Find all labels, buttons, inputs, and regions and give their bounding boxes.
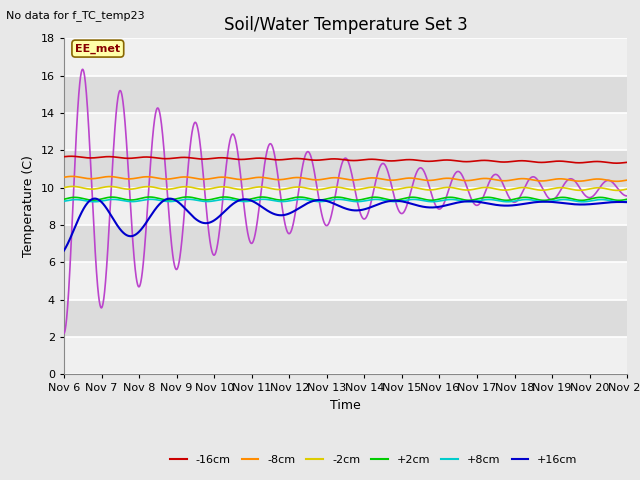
Text: EE_met: EE_met <box>76 44 120 54</box>
+16cm <box>623 199 631 205</box>
+16cm <box>301 202 308 208</box>
-16cm <box>552 158 559 164</box>
Bar <box>64 225 627 263</box>
Bar <box>64 76 627 113</box>
X-axis label: Time: Time <box>330 399 361 412</box>
+8cm <box>623 198 631 204</box>
-8cm <box>612 179 620 184</box>
-16cm <box>612 160 620 166</box>
-2cm <box>552 185 559 191</box>
+64cm <box>158 124 166 130</box>
Line: +16cm: +16cm <box>64 199 627 251</box>
+2cm <box>60 196 68 202</box>
-2cm <box>158 186 166 192</box>
-16cm <box>612 160 620 166</box>
-16cm <box>158 156 166 161</box>
+64cm <box>612 184 620 190</box>
-16cm <box>276 157 284 163</box>
+2cm <box>276 197 284 203</box>
-16cm <box>60 154 68 159</box>
+16cm <box>612 199 620 205</box>
+8cm <box>124 199 132 204</box>
Bar <box>64 113 627 150</box>
Line: -2cm: -2cm <box>64 186 627 191</box>
+64cm <box>60 330 68 336</box>
+16cm <box>276 212 284 218</box>
+2cm <box>552 195 559 201</box>
+8cm <box>222 196 230 202</box>
+2cm <box>612 197 620 203</box>
Line: -16cm: -16cm <box>64 156 627 163</box>
+64cm <box>125 169 132 175</box>
Legend: +64cm: +64cm <box>150 478 225 480</box>
Bar <box>64 337 627 374</box>
-2cm <box>613 188 621 193</box>
Bar <box>64 188 627 225</box>
-2cm <box>276 187 284 192</box>
+2cm <box>615 197 623 203</box>
Bar <box>64 263 627 300</box>
+2cm <box>158 196 166 202</box>
-8cm <box>301 175 308 181</box>
+64cm <box>301 155 308 160</box>
Line: +2cm: +2cm <box>64 197 627 200</box>
+8cm <box>301 197 308 203</box>
-2cm <box>612 188 620 193</box>
+16cm <box>91 196 99 202</box>
Title: Soil/Water Temperature Set 3: Soil/Water Temperature Set 3 <box>224 16 467 34</box>
+8cm <box>158 198 166 204</box>
+16cm <box>552 199 559 205</box>
-8cm <box>158 176 166 182</box>
-16cm <box>301 156 308 162</box>
+8cm <box>276 199 284 204</box>
-2cm <box>301 185 308 191</box>
+8cm <box>60 198 68 204</box>
-8cm <box>276 177 284 182</box>
-16cm <box>67 154 75 159</box>
-16cm <box>623 159 631 165</box>
-2cm <box>623 186 631 192</box>
-16cm <box>125 156 132 161</box>
+8cm <box>612 199 620 204</box>
Bar <box>64 150 627 188</box>
+64cm <box>552 195 559 201</box>
+64cm <box>79 66 86 72</box>
-8cm <box>125 176 132 182</box>
-8cm <box>552 176 559 182</box>
Text: No data for f_TC_temp23: No data for f_TC_temp23 <box>6 10 145 21</box>
+2cm <box>623 196 631 202</box>
+2cm <box>301 195 308 201</box>
-2cm <box>68 183 76 189</box>
-8cm <box>613 179 621 184</box>
Bar <box>64 300 627 337</box>
-2cm <box>60 185 68 191</box>
+2cm <box>183 194 191 200</box>
+16cm <box>158 199 166 205</box>
-8cm <box>60 174 68 180</box>
+8cm <box>552 198 559 204</box>
Line: +8cm: +8cm <box>64 199 627 202</box>
-8cm <box>68 173 76 179</box>
Line: +64cm: +64cm <box>64 69 627 333</box>
Bar <box>64 38 627 76</box>
+64cm <box>276 190 284 196</box>
+2cm <box>124 197 132 203</box>
Y-axis label: Temperature (C): Temperature (C) <box>22 156 35 257</box>
+16cm <box>60 248 68 253</box>
+8cm <box>616 199 624 204</box>
-8cm <box>623 177 631 183</box>
Line: -8cm: -8cm <box>64 176 627 181</box>
+64cm <box>623 193 631 199</box>
-2cm <box>125 186 132 192</box>
+16cm <box>125 233 132 239</box>
